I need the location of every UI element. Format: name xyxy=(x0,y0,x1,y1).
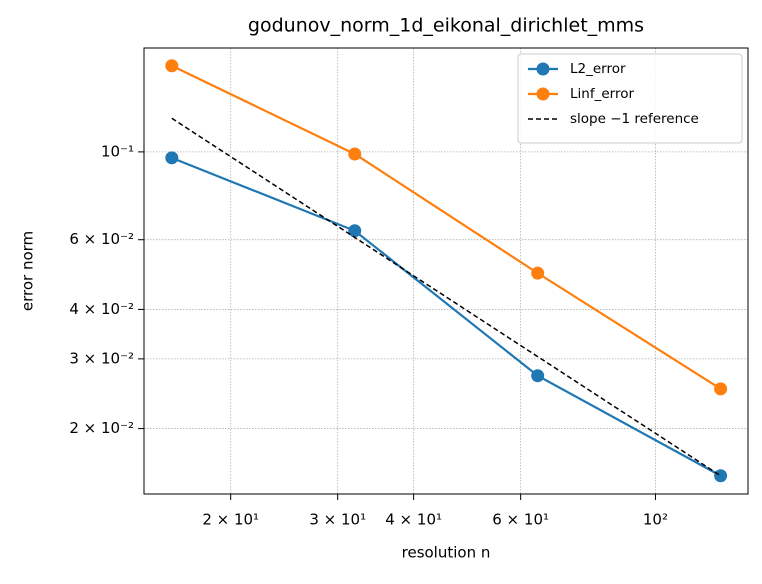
series-line xyxy=(171,156,722,477)
legend-box xyxy=(517,53,743,144)
y-tick-label: 4 × 10⁻² xyxy=(69,300,134,318)
data-point xyxy=(165,59,179,73)
data-point xyxy=(531,369,545,383)
legend-label: L2_error xyxy=(570,61,626,77)
x-tick-label: 4 × 10¹ xyxy=(385,511,442,529)
y-tick-label: 6 × 10⁻² xyxy=(69,230,134,248)
data-point xyxy=(714,469,728,483)
legend-marker xyxy=(536,62,550,76)
x-tick-label: 2 × 10¹ xyxy=(202,511,259,529)
y-axis-label: error norm xyxy=(19,231,37,311)
data-point xyxy=(165,151,179,165)
data-point xyxy=(348,224,362,238)
y-tick-label: 2 × 10⁻² xyxy=(69,419,134,437)
x-tick-label: 10² xyxy=(643,511,668,529)
data-point xyxy=(531,266,545,280)
legend-marker xyxy=(536,87,550,101)
series-line xyxy=(171,64,722,390)
x-tick-label: 3 × 10¹ xyxy=(309,511,366,529)
legend-label: Linf_error xyxy=(570,86,634,102)
plot-frame xyxy=(143,47,749,495)
legend-label: slope −1 reference xyxy=(570,111,699,127)
data-point xyxy=(348,147,362,161)
data-point xyxy=(714,382,728,396)
chart-title: godunov_norm_1d_eikonal_dirichlet_mms xyxy=(248,15,644,37)
y-tick-label: 10⁻¹ xyxy=(101,142,134,160)
x-tick-label: 6 × 10¹ xyxy=(492,511,549,529)
y-tick-label: 3 × 10⁻² xyxy=(69,349,134,367)
series-line xyxy=(171,117,722,477)
x-axis-label: resolution n xyxy=(402,544,491,562)
